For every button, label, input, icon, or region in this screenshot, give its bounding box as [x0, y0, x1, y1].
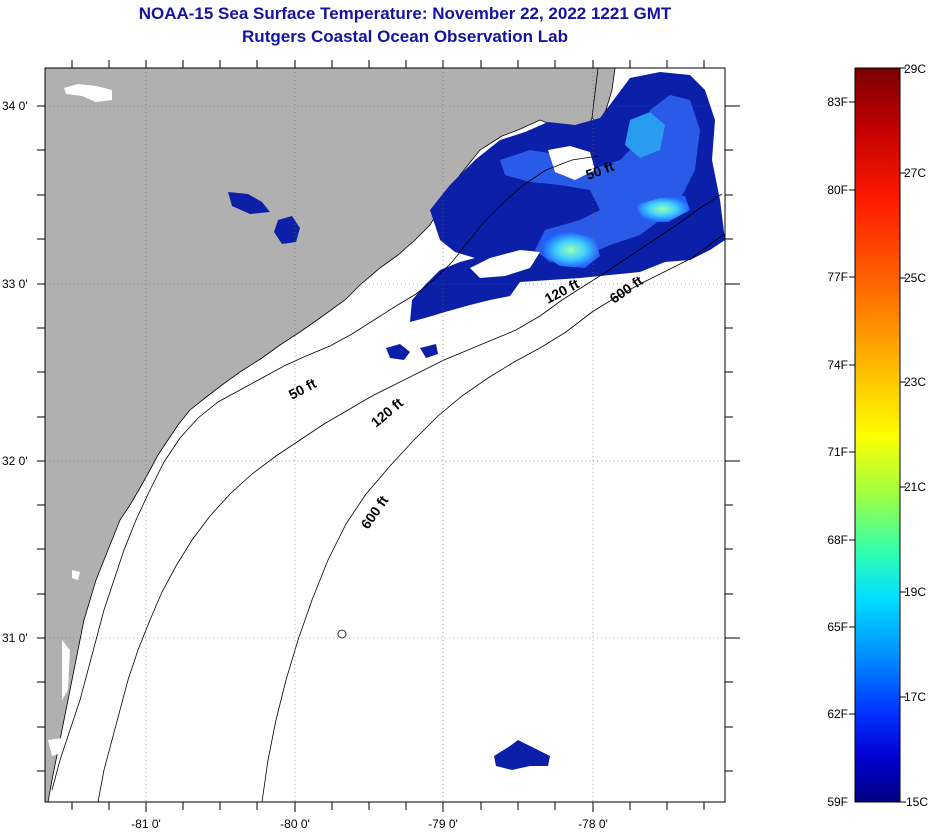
lake-patch	[48, 738, 64, 756]
colorbar-label-f: 77F	[827, 270, 848, 284]
colorbar-label-c: 17C	[904, 690, 926, 704]
contour-50ft	[51, 155, 599, 791]
contour-120ft	[97, 193, 723, 802]
colorbar-label-f: 71F	[827, 445, 848, 459]
lon-label-80: -80 0'	[280, 817, 310, 831]
cloud-gap	[548, 146, 595, 180]
sst-patch-dark-blue	[228, 192, 270, 214]
lat-label-31: 31 0'	[2, 631, 28, 645]
colorbar-label-f: 74F	[827, 358, 848, 372]
lon-label-78: -78 0'	[578, 817, 608, 831]
sst-patch-dark-blue	[274, 216, 300, 244]
map-frame	[44, 67, 726, 803]
colorbar-label-f: 68F	[827, 533, 848, 547]
lake-patch	[72, 570, 80, 580]
lat-label-34: 34 0'	[2, 99, 28, 113]
colorbar-label-f: 65F	[827, 620, 848, 634]
colorbar-label-c: 21C	[904, 480, 926, 494]
cloud-gap	[470, 250, 540, 278]
colorbar-label-c: 29C	[904, 62, 926, 76]
colorbar	[854, 67, 901, 803]
axis-ticks	[37, 60, 740, 812]
lake-patch	[64, 84, 112, 102]
colorbar-label-f: 83F	[827, 95, 848, 109]
colorbar-ticks	[849, 67, 906, 803]
colorbar-label-c: 19C	[904, 585, 926, 599]
colorbar-label-f: 59F	[827, 795, 848, 809]
graticule	[45, 68, 725, 802]
contour-600ft	[261, 233, 725, 802]
map-subtitle: Rutgers Coastal Ocean Observation Lab	[242, 27, 568, 46]
colorbar-label-c: 25C	[904, 271, 926, 285]
lon-label-79: -79 0'	[428, 817, 458, 831]
lake-patch	[62, 640, 70, 700]
land-mass	[45, 68, 603, 802]
sst-patch-dark-blue	[494, 740, 550, 770]
colorbar-label-c: 23C	[904, 375, 926, 389]
lat-label-33: 33 0'	[2, 277, 28, 291]
sst-patch-cyan	[542, 232, 600, 268]
colorbar-label-c: 27C	[904, 166, 926, 180]
colorbar-label-f: 80F	[827, 183, 848, 197]
lon-label-81: -81 0'	[131, 817, 161, 831]
colorbar-label-c: 15C	[906, 795, 928, 809]
lat-label-32: 32 0'	[2, 454, 28, 468]
map-title: NOAA-15 Sea Surface Temperature: Novembe…	[138, 4, 672, 23]
sst-patch-dark-blue	[420, 344, 438, 358]
colorbar-label-f: 62F	[827, 707, 848, 721]
sst-patch-cyan	[635, 196, 690, 222]
sst-patch-dark-blue	[386, 344, 410, 360]
sst-patch-cyan	[625, 112, 665, 158]
